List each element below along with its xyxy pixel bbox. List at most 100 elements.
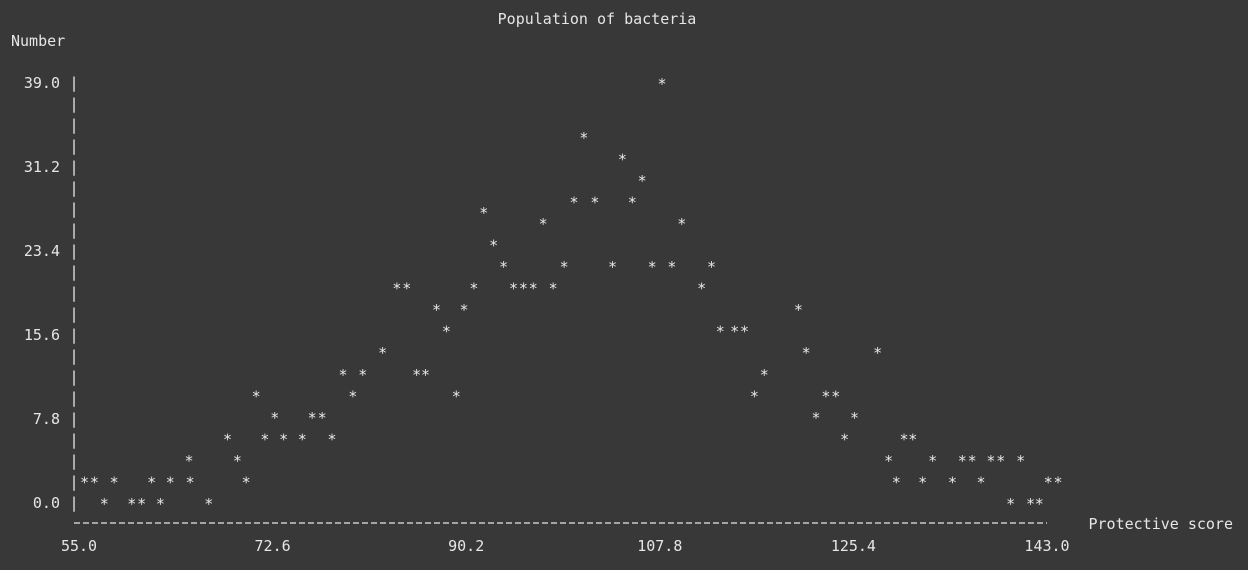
data-point: * (590, 193, 599, 211)
x-tick-label: 107.8 (637, 537, 682, 555)
data-point: * (412, 366, 421, 384)
data-point: * (529, 280, 538, 298)
data-point: * (697, 280, 706, 298)
data-point: * (204, 495, 213, 513)
data-point: * (677, 215, 686, 233)
data-point: * (794, 301, 803, 319)
y-axis-segment: | (69, 263, 78, 281)
data-point: * (308, 409, 317, 427)
y-tick-labels: 39.0 31.2 23.4 15.6 7.8 0.0 (24, 74, 60, 512)
x-tick-label: 90.2 (448, 537, 484, 555)
data-point: * (509, 280, 518, 298)
data-point: * (100, 495, 109, 513)
data-point: * (811, 409, 820, 427)
data-point: * (479, 204, 488, 222)
data-point: * (569, 193, 578, 211)
y-tick-label: 0.0 (33, 494, 60, 512)
x-tick-labels: 55.0 72.6 90.2 107.8 125.4 143.0 (61, 537, 1070, 555)
data-point: * (1006, 495, 1015, 513)
data-point: * (539, 215, 548, 233)
data-point: * (976, 473, 985, 491)
y-axis-segment: | (69, 452, 78, 470)
data-point: * (147, 473, 156, 491)
data-point: * (657, 75, 666, 93)
data-point: * (166, 473, 175, 491)
y-axis-segment: | (69, 473, 78, 491)
y-axis-label: Number (11, 32, 65, 50)
y-axis-segment: | (69, 200, 78, 218)
data-point: * (358, 366, 367, 384)
data-point: * (127, 495, 136, 513)
data-point: * (899, 430, 908, 448)
y-tick-label: 31.2 (24, 158, 60, 176)
data-point: * (392, 280, 401, 298)
data-point: * (452, 387, 461, 405)
data-point: * (918, 473, 927, 491)
data-point: * (270, 409, 279, 427)
y-axis: | | | | | | | | | | | | | | | | | | | | | (69, 74, 78, 512)
data-point: * (432, 301, 441, 319)
data-points: * * * * * * * * * * * * * * * * * * * * * * * * * * * * * * * * * * * * * * * *… (80, 75, 1063, 513)
data-point: * (1035, 495, 1044, 513)
y-tick-label: 23.4 (24, 242, 60, 260)
data-point: * (1053, 473, 1062, 491)
y-axis-segment: | (69, 347, 78, 365)
data-point: * (298, 430, 307, 448)
data-point: * (958, 452, 967, 470)
data-point: * (707, 258, 716, 276)
data-point: * (378, 344, 387, 362)
data-point: * (279, 430, 288, 448)
data-point: * (716, 323, 725, 341)
y-axis-segment: | (69, 95, 78, 113)
x-tick-label: 143.0 (1024, 537, 1069, 555)
data-point: * (667, 258, 676, 276)
data-point: * (579, 129, 588, 147)
data-point: * (327, 430, 336, 448)
y-axis-segment: | (69, 158, 78, 176)
data-point: * (80, 473, 89, 491)
data-point: * (802, 344, 811, 362)
data-point: * (252, 387, 261, 405)
data-point: * (986, 452, 995, 470)
data-point: * (242, 473, 251, 491)
data-point: * (499, 258, 508, 276)
data-point: * (156, 495, 165, 513)
data-point: * (831, 387, 840, 405)
data-point: * (908, 430, 917, 448)
y-tick-label: 15.6 (24, 326, 60, 344)
data-point: * (1044, 473, 1053, 491)
data-point: * (110, 473, 119, 491)
data-point: * (338, 366, 347, 384)
data-point: * (1016, 452, 1025, 470)
y-axis-segment: | (69, 494, 78, 512)
data-point: * (421, 366, 430, 384)
data-point: * (442, 323, 451, 341)
data-point: * (948, 473, 957, 491)
y-axis-segment: | (69, 410, 78, 428)
y-axis-segment: | (69, 431, 78, 449)
data-point: * (760, 366, 769, 384)
data-point: * (730, 323, 739, 341)
y-axis-segment: | (69, 389, 78, 407)
data-point: * (638, 172, 647, 190)
data-point: * (740, 323, 749, 341)
data-point: * (996, 452, 1005, 470)
data-point: * (873, 344, 882, 362)
y-tick-label: 7.8 (33, 410, 60, 428)
x-tick-label: 55.0 (61, 537, 97, 555)
data-point: * (840, 430, 849, 448)
x-tick-label: 72.6 (255, 537, 291, 555)
data-point: * (884, 452, 893, 470)
data-point: * (560, 258, 569, 276)
data-point: * (750, 387, 759, 405)
chart-title: Population of bacteria (498, 10, 697, 28)
data-point: * (489, 237, 498, 255)
data-point: * (850, 409, 859, 427)
data-point: * (1026, 495, 1035, 513)
x-tick-label: 125.4 (831, 537, 876, 555)
y-axis-segment: | (69, 74, 78, 92)
y-tick-label: 39.0 (24, 74, 60, 92)
data-point: * (821, 387, 830, 405)
data-point: * (968, 452, 977, 470)
